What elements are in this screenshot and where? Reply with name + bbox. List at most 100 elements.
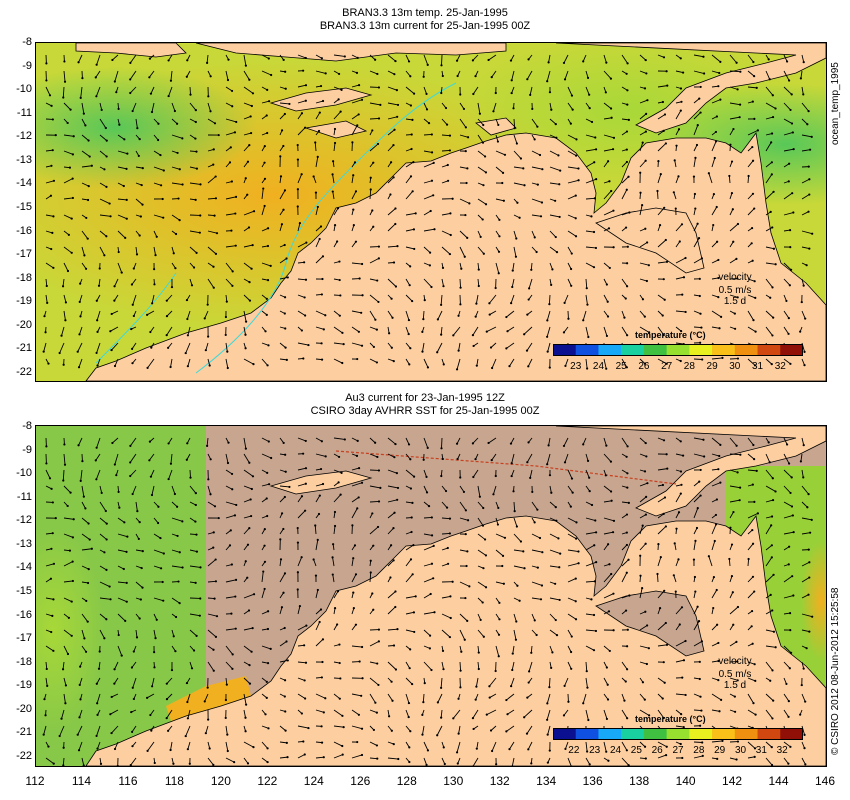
current-arrow-head <box>336 623 339 626</box>
current-arrow-head <box>736 222 740 226</box>
current-arrow-head <box>358 660 361 663</box>
current-arrow <box>369 54 376 61</box>
current-arrow-head <box>503 153 507 156</box>
current-arrow-head <box>448 252 452 256</box>
current-arrow <box>531 597 542 600</box>
current-arrow <box>351 125 358 136</box>
current-arrow <box>546 326 551 337</box>
current-arrow-head <box>407 443 411 446</box>
current-arrow-head <box>149 92 153 95</box>
current-arrow-head <box>394 590 397 593</box>
current-arrow-head <box>625 188 628 191</box>
current-arrow-head <box>430 516 433 519</box>
current-arrow-head <box>484 171 488 174</box>
current-arrow <box>405 693 410 704</box>
current-arrow <box>369 741 378 746</box>
current-arrow-head <box>360 262 364 266</box>
current-arrow <box>531 166 543 170</box>
current-arrow <box>510 294 515 304</box>
current-arrow <box>765 661 773 671</box>
current-arrow <box>315 539 319 551</box>
current-arrow <box>151 485 155 496</box>
current-arrow <box>166 310 173 317</box>
current-arrow-head <box>125 198 128 202</box>
current-arrow-head <box>46 301 49 304</box>
current-arrow-head <box>167 442 170 445</box>
current-arrow <box>711 524 717 535</box>
current-arrow-head <box>266 227 270 230</box>
current-arrow-head <box>672 574 675 577</box>
current-arrow <box>369 102 381 106</box>
current-arrow <box>459 629 466 640</box>
current-arrow-head <box>356 439 359 443</box>
current-arrow <box>405 54 410 62</box>
current-arrow-head <box>267 727 270 730</box>
current-arrow-head <box>662 716 665 720</box>
current-arrow <box>96 310 101 321</box>
current-arrow <box>565 741 569 750</box>
current-arrow-head <box>98 650 101 653</box>
current-arrow-head <box>246 576 249 579</box>
current-arrow <box>423 485 428 493</box>
current-arrow-head <box>137 537 140 541</box>
current-arrow <box>639 453 647 457</box>
current-arrow-head <box>98 267 101 270</box>
current-arrow <box>97 741 101 749</box>
current-arrow <box>440 294 443 305</box>
current-arrow-head <box>807 493 810 496</box>
current-arrow-head <box>770 161 773 164</box>
lat-tick-lower: -14 <box>16 561 32 574</box>
current-arrow <box>459 102 465 110</box>
current-arrow-head <box>452 334 455 337</box>
current-arrow <box>135 549 143 552</box>
current-arrow-head <box>320 293 323 296</box>
current-arrow <box>621 757 629 766</box>
current-arrow-head <box>719 443 722 446</box>
current-arrow <box>96 725 101 737</box>
lat-tick-upper: -18 <box>16 271 32 284</box>
current-arrow-head <box>150 110 154 114</box>
current-arrow-head <box>510 474 513 478</box>
current-arrow <box>729 499 740 503</box>
current-arrow-head <box>590 120 594 124</box>
current-arrow <box>801 532 811 535</box>
current-arrow-head <box>389 193 392 196</box>
current-arrow-head <box>612 209 615 212</box>
current-arrow <box>315 453 326 457</box>
current-arrow-head <box>679 470 683 473</box>
current-arrow <box>436 725 443 736</box>
current-arrow <box>63 214 72 219</box>
current-arrow <box>63 677 67 686</box>
colorbar-swatch <box>757 728 781 740</box>
current-arrow <box>729 54 737 64</box>
current-arrow-head <box>496 523 500 526</box>
current-arrow-head <box>235 120 238 124</box>
current-arrow <box>711 259 719 264</box>
current-arrow <box>166 294 173 301</box>
current-arrow-head <box>707 172 710 175</box>
current-arrow-head <box>728 174 731 178</box>
current-arrow-head <box>558 183 561 186</box>
current-arrow-head <box>336 207 340 210</box>
current-arrow-head <box>625 130 629 133</box>
lat-tick-upper: -20 <box>16 318 32 331</box>
current-arrow-head <box>482 567 485 570</box>
colorbar-tick: 32 <box>776 745 788 756</box>
current-arrow-head <box>627 764 630 766</box>
current-arrow-head <box>751 483 754 486</box>
lon-tick: 116 <box>118 774 138 788</box>
current-arrow-head <box>716 757 719 760</box>
current-arrow <box>513 230 517 239</box>
current-arrow-head <box>206 303 209 306</box>
current-arrow-head <box>265 696 268 699</box>
current-arrow-head <box>449 233 452 237</box>
current-arrow <box>387 661 397 670</box>
current-arrow-head <box>339 110 342 113</box>
current-arrow <box>747 677 756 682</box>
current-arrow-head <box>734 327 737 330</box>
current-arrow-head <box>172 762 175 765</box>
current-arrow <box>63 645 69 655</box>
current-arrow-head <box>432 544 435 547</box>
current-arrow <box>441 278 444 287</box>
current-arrow-head <box>627 175 630 178</box>
